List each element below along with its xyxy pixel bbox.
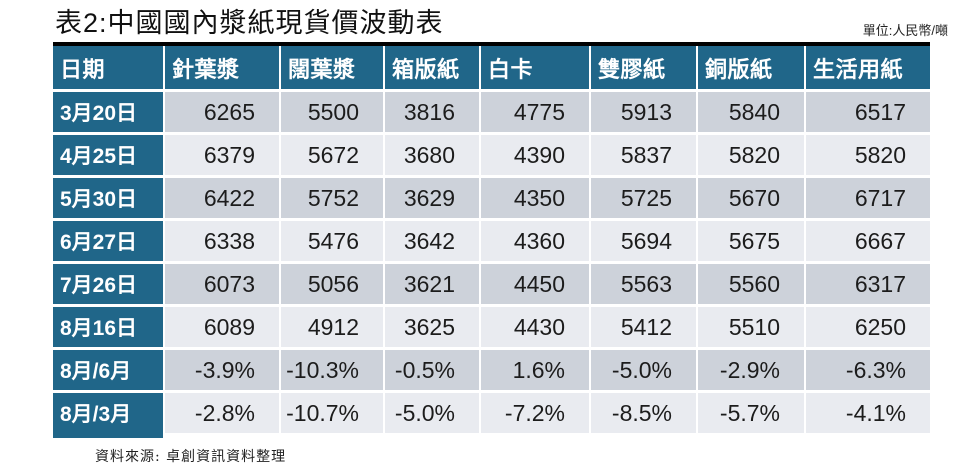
value-cell: 6667 [806, 221, 930, 261]
value-cell: 4450 [481, 264, 589, 304]
value-cell: 5476 [281, 221, 383, 261]
value-cell: 4360 [481, 221, 589, 261]
value-cell: 6517 [806, 92, 930, 132]
row-date-cell: 3月20日 [53, 92, 163, 132]
title-row: 表2:中國國內漿紙現貨價波動表 單位:人民幣/噸 [55, 2, 948, 42]
row-date-cell: 7月26日 [53, 264, 163, 304]
value-cell: 5670 [698, 178, 804, 218]
row-date-cell: 8月16日 [53, 307, 163, 347]
column-header-5: 雙膠紙 [591, 46, 696, 89]
value-cell: 3680 [385, 135, 479, 175]
column-header-2: 闊葉漿 [281, 46, 383, 89]
value-cell: -5.0% [385, 393, 479, 433]
value-cell: 6317 [806, 264, 930, 304]
page-title: 表2:中國國內漿紙現貨價波動表 [55, 8, 444, 38]
value-cell: 5820 [698, 135, 804, 175]
value-cell: -2.9% [698, 350, 804, 390]
value-cell: 3629 [385, 178, 479, 218]
column-header-7: 生活用紙 [806, 46, 930, 89]
value-cell: 5913 [591, 92, 696, 132]
value-cell: 3625 [385, 307, 479, 347]
row-date-cell: 8月/3月 [53, 393, 163, 433]
value-cell: -8.5% [591, 393, 696, 433]
source-note: 資料來源: 卓創資訊資料整理 [95, 449, 287, 465]
date-column-footer-strip [53, 433, 163, 438]
value-cell: -7.2% [481, 393, 589, 433]
value-cell: 5837 [591, 135, 696, 175]
value-cell: 5563 [591, 264, 696, 304]
column-header-4: 白卡 [481, 46, 589, 89]
value-cell: 5056 [281, 264, 383, 304]
title-divider [53, 42, 930, 46]
row-date-cell: 4月25日 [53, 135, 163, 175]
value-cell: 6422 [165, 178, 279, 218]
column-header-6: 銅版紙 [698, 46, 804, 89]
value-cell: -0.5% [385, 350, 479, 390]
value-cell: 1.6% [481, 350, 589, 390]
table-wrap: 日期 針葉漿 闊葉漿 箱版紙 白卡 雙膠紙 銅版紙 生活用紙 3月20日 6265 5500 3816… [53, 42, 930, 438]
row-date-cell: 5月30日 [53, 178, 163, 218]
value-cell: -4.1% [806, 393, 930, 433]
value-cell: 4350 [481, 178, 589, 218]
row-date-cell: 6月27日 [53, 221, 163, 261]
value-cell: 5752 [281, 178, 383, 218]
value-cell: -5.0% [591, 350, 696, 390]
value-cell: 5560 [698, 264, 804, 304]
value-cell: 5500 [281, 92, 383, 132]
column-header-0: 日期 [53, 46, 163, 89]
row-date-cell: 8月/6月 [53, 350, 163, 390]
price-table: 日期 針葉漿 闊葉漿 箱版紙 白卡 雙膠紙 銅版紙 生活用紙 3月20日 6265 5500 3816… [53, 46, 930, 433]
value-cell: 5725 [591, 178, 696, 218]
value-cell: 5675 [698, 221, 804, 261]
value-cell: 5672 [281, 135, 383, 175]
value-cell: 6250 [806, 307, 930, 347]
value-cell: 5694 [591, 221, 696, 261]
value-cell: 4390 [481, 135, 589, 175]
value-cell: 3621 [385, 264, 479, 304]
value-cell: -6.3% [806, 350, 930, 390]
unit-label: 單位:人民幣/噸 [862, 23, 948, 38]
value-cell: -3.9% [165, 350, 279, 390]
value-cell: 6379 [165, 135, 279, 175]
value-cell: 5412 [591, 307, 696, 347]
value-cell: -10.7% [281, 393, 383, 433]
value-cell: 4912 [281, 307, 383, 347]
value-cell: 6338 [165, 221, 279, 261]
value-cell: 6073 [165, 264, 279, 304]
value-cell: 5510 [698, 307, 804, 347]
value-cell: 3816 [385, 92, 479, 132]
value-cell: 6717 [806, 178, 930, 218]
value-cell: 5820 [806, 135, 930, 175]
value-cell: -5.7% [698, 393, 804, 433]
value-cell: 3642 [385, 221, 479, 261]
value-cell: 6265 [165, 92, 279, 132]
column-header-1: 針葉漿 [165, 46, 279, 89]
value-cell: 4775 [481, 92, 589, 132]
value-cell: 5840 [698, 92, 804, 132]
value-cell: -10.3% [281, 350, 383, 390]
value-cell: 6089 [165, 307, 279, 347]
value-cell: 4430 [481, 307, 589, 347]
value-cell: -2.8% [165, 393, 279, 433]
column-header-3: 箱版紙 [385, 46, 479, 89]
